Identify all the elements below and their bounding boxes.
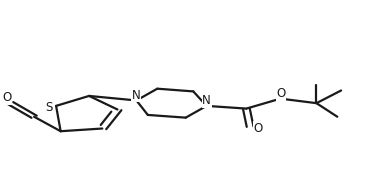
- Text: O: O: [277, 87, 286, 100]
- Text: O: O: [2, 91, 11, 104]
- Text: N: N: [132, 89, 141, 102]
- Text: S: S: [45, 101, 53, 114]
- Text: O: O: [254, 122, 263, 135]
- Text: N: N: [202, 94, 211, 107]
